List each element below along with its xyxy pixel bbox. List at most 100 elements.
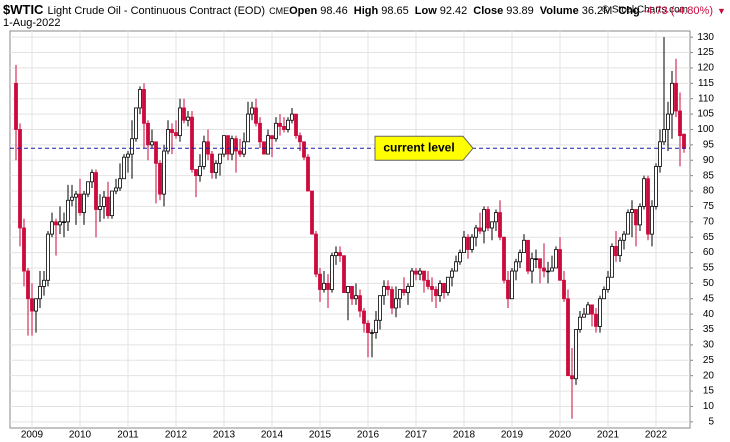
- candle-body: [650, 206, 654, 235]
- y-tick-label: 100: [697, 124, 714, 135]
- candle-body: [18, 129, 22, 229]
- header: $WTIC Light Crude Oil - Continuous Contr…: [3, 2, 726, 29]
- symbol: $WTIC: [3, 2, 44, 17]
- x-tick-label: 2009: [21, 430, 44, 441]
- y-tick-label: 105: [697, 109, 714, 120]
- candle-body: [614, 246, 618, 257]
- x-tick-label: 2010: [69, 430, 92, 441]
- y-tick-label: 70: [703, 216, 715, 227]
- candle-body: [394, 298, 398, 309]
- candle-body: [214, 162, 218, 173]
- candle-body: [518, 252, 522, 263]
- candle-body: [506, 279, 510, 300]
- stat: High 98.65: [354, 5, 409, 17]
- candle-body: [378, 295, 382, 321]
- candle-body: [166, 129, 170, 152]
- candle-body: [70, 196, 74, 201]
- candle-body: [522, 239, 526, 253]
- stat: Volume 36.2M: [540, 5, 613, 17]
- candle-body: [634, 209, 638, 226]
- candle-body: [662, 129, 666, 143]
- x-tick-label: 2011: [117, 430, 139, 441]
- stats: Open 98.46 High 98.65 Low 92.42 Close 93.89 Volu…: [289, 5, 713, 17]
- stat-label: Close: [473, 5, 504, 17]
- candles: [10, 37, 690, 419]
- x-tick-label: 2015: [309, 430, 332, 441]
- candle-body: [174, 132, 178, 137]
- annotation: current level: [374, 135, 474, 161]
- candle-body: [54, 221, 58, 226]
- down-arrow: ▼: [716, 6, 726, 16]
- candle-body: [370, 332, 374, 334]
- candle-body: [126, 153, 130, 158]
- candle-body: [406, 286, 410, 293]
- stat: Chg -4.73 (-4.80%): [618, 5, 713, 17]
- candle-body: [538, 258, 542, 269]
- candle-body: [158, 162, 162, 195]
- candle-body: [330, 255, 334, 290]
- candle-body: [222, 135, 226, 155]
- y-tick-label: 75: [703, 201, 715, 212]
- candle-body: [258, 122, 262, 143]
- candle-body: [122, 156, 126, 180]
- candle-body: [286, 119, 290, 130]
- candle-body: [666, 113, 670, 130]
- candle-body: [110, 190, 114, 217]
- candle-body: [594, 313, 598, 327]
- candle-body: [194, 169, 198, 177]
- stat-value: 36.2M: [581, 5, 613, 17]
- candle-body: [350, 286, 354, 300]
- y-tick-label: 90: [703, 155, 715, 166]
- candle-body: [526, 239, 530, 272]
- candle-body: [642, 178, 646, 207]
- candle-body: [210, 153, 214, 173]
- candle-body: [498, 212, 502, 238]
- candle-body: [658, 141, 662, 167]
- stat-value: 98.46: [320, 5, 348, 17]
- candle-body: [310, 190, 314, 235]
- candle-body: [590, 304, 594, 315]
- candle-body: [446, 276, 450, 293]
- title-row: $WTIC Light Crude Oil - Continuous Contr…: [3, 2, 726, 17]
- candle-body: [678, 110, 682, 137]
- y-tick-label: 85: [703, 170, 715, 181]
- candle-body: [82, 193, 86, 213]
- exchange: CME: [269, 6, 290, 16]
- candle-body: [150, 141, 154, 146]
- y-tick-label: 50: [703, 278, 715, 289]
- y-tick-label: 115: [698, 78, 714, 89]
- candle-body: [534, 258, 538, 260]
- candle-body: [418, 270, 422, 275]
- candle-body: [598, 298, 602, 327]
- candle-body: [326, 282, 330, 290]
- candle-body: [570, 375, 574, 380]
- x-tick-label: 2013: [213, 430, 236, 441]
- candle-body: [582, 313, 586, 318]
- candle-body: [546, 270, 550, 273]
- candle-body: [450, 270, 454, 278]
- candle-body: [138, 89, 142, 109]
- candle-body: [190, 116, 194, 170]
- y-tick-label: 55: [703, 263, 715, 274]
- candle-body: [66, 199, 70, 223]
- stat-value: 98.65: [381, 5, 409, 17]
- stat-label: Open: [289, 5, 318, 17]
- candle-body: [338, 252, 342, 257]
- date: 1-Aug-2022: [3, 17, 61, 29]
- candle-body: [646, 178, 650, 235]
- stat-value: 93.89: [506, 5, 534, 17]
- candle-body: [322, 282, 326, 290]
- candle-body: [358, 295, 362, 312]
- candle-body: [314, 233, 318, 275]
- candle-body: [622, 233, 626, 241]
- candle-body: [202, 141, 206, 167]
- candle-body: [78, 193, 82, 213]
- candle-body: [606, 276, 610, 290]
- x-tick-label: 2014: [261, 430, 284, 441]
- stat: Low 92.42: [415, 5, 468, 17]
- candle-body: [602, 289, 606, 300]
- candle-body: [366, 322, 370, 333]
- callout-box: [374, 135, 474, 161]
- candle-body: [410, 270, 414, 287]
- candle-body: [178, 107, 182, 137]
